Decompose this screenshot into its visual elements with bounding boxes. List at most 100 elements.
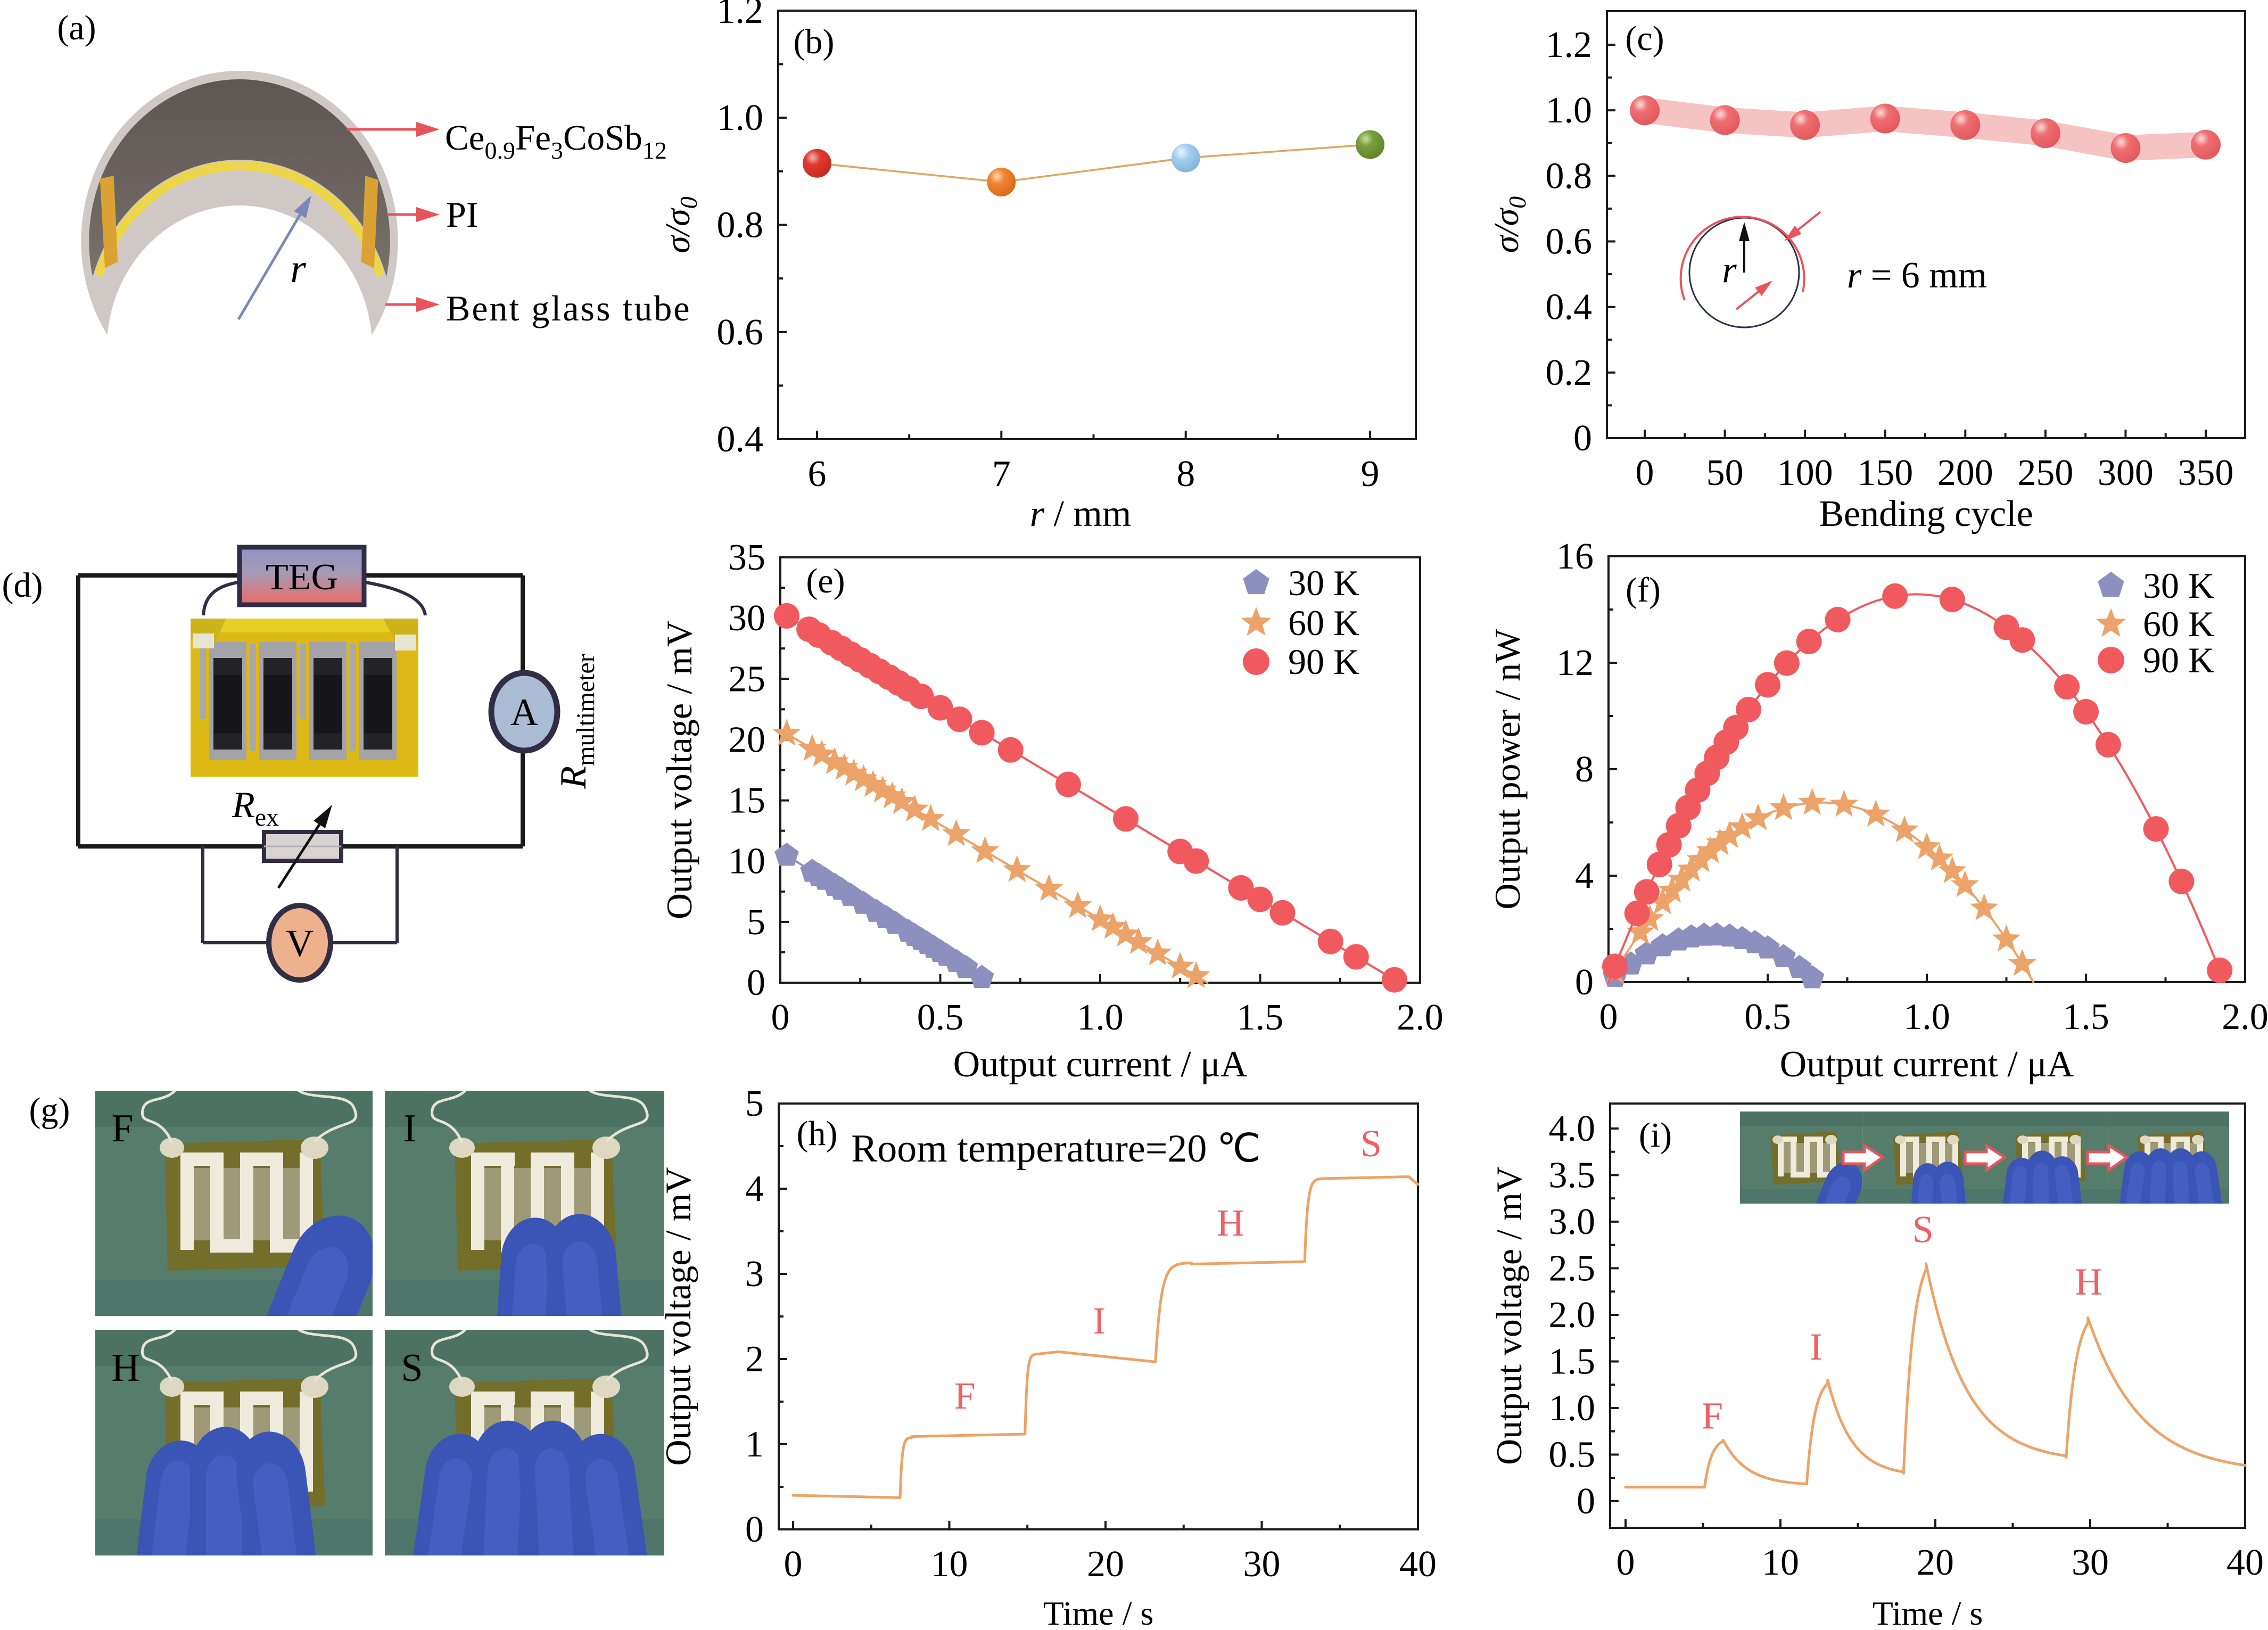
svg-text:0.8: 0.8 <box>717 205 764 246</box>
svg-text:90 K: 90 K <box>1288 641 1359 682</box>
svg-text:2.5: 2.5 <box>1549 1248 1596 1289</box>
svg-text:1.5: 1.5 <box>2063 997 2109 1038</box>
svg-text:4: 4 <box>745 1168 764 1209</box>
svg-text:5: 5 <box>747 902 765 943</box>
svg-text:6: 6 <box>808 454 827 495</box>
svg-text:F: F <box>111 1107 133 1150</box>
svg-text:3: 3 <box>745 1254 764 1295</box>
svg-text:Bent glass tube: Bent glass tube <box>446 288 691 328</box>
svg-text:r: r <box>290 246 306 291</box>
svg-text:40: 40 <box>1399 1544 1437 1585</box>
svg-text:2: 2 <box>745 1339 764 1380</box>
svg-text:0.6: 0.6 <box>1546 221 1593 262</box>
svg-text:0: 0 <box>747 962 765 1003</box>
svg-text:r = 6 mm: r = 6 mm <box>1847 255 1987 296</box>
svg-text:1.2: 1.2 <box>1546 24 1593 65</box>
svg-text:0.5: 0.5 <box>917 997 964 1038</box>
svg-text:Bending cycle: Bending cycle <box>1819 493 2033 534</box>
svg-text:10: 10 <box>728 841 765 882</box>
svg-text:TEG: TEG <box>266 557 338 598</box>
svg-text:1: 1 <box>745 1424 764 1465</box>
svg-text:350: 350 <box>2178 452 2234 493</box>
svg-text:0.5: 0.5 <box>1549 1435 1596 1476</box>
svg-text:1.0: 1.0 <box>1077 997 1124 1038</box>
svg-text:0: 0 <box>745 1509 764 1550</box>
svg-text:30 K: 30 K <box>2143 565 2214 606</box>
svg-text:S: S <box>1360 1122 1382 1165</box>
svg-text:Output current / μA: Output current / μA <box>1780 1044 2074 1085</box>
svg-text:I: I <box>403 1107 417 1150</box>
svg-text:0.2: 0.2 <box>1546 352 1593 393</box>
svg-text:Room temperature=20 ℃: Room temperature=20 ℃ <box>851 1127 1261 1171</box>
svg-text:(e): (e) <box>806 562 845 600</box>
svg-text:200: 200 <box>1937 452 1993 493</box>
svg-text:Ce0.9Fe3CoSb12: Ce0.9Fe3CoSb12 <box>445 118 667 164</box>
svg-text:10: 10 <box>1762 1542 1799 1583</box>
svg-text:1.2: 1.2 <box>717 0 764 31</box>
svg-text:30: 30 <box>1243 1544 1281 1585</box>
svg-text:1.0: 1.0 <box>1903 997 1950 1038</box>
svg-text:2.0: 2.0 <box>2222 997 2268 1038</box>
svg-text:(a): (a) <box>57 9 96 47</box>
svg-text:20: 20 <box>728 719 765 760</box>
svg-text:Output current / μA: Output current / μA <box>953 1044 1248 1085</box>
svg-text:I: I <box>1093 1299 1106 1342</box>
svg-text:50: 50 <box>1706 452 1744 493</box>
svg-text:3.0: 3.0 <box>1549 1201 1596 1242</box>
svg-text:H: H <box>2075 1260 2102 1303</box>
svg-text:5: 5 <box>745 1083 764 1124</box>
svg-text:25: 25 <box>728 658 765 699</box>
svg-text:(h): (h) <box>797 1114 838 1153</box>
svg-text:150: 150 <box>1857 452 1913 493</box>
svg-text:(i): (i) <box>1639 1116 1672 1155</box>
svg-text:20: 20 <box>1917 1542 1954 1583</box>
svg-text:Rmultimeter: Rmultimeter <box>553 654 600 789</box>
svg-text:(g): (g) <box>29 1091 70 1130</box>
svg-text:0: 0 <box>1617 1542 1635 1583</box>
svg-text:30 K: 30 K <box>1288 563 1359 603</box>
svg-text:F: F <box>954 1374 976 1417</box>
svg-text:60 K: 60 K <box>2143 604 2214 644</box>
svg-text:0.5: 0.5 <box>1744 997 1791 1038</box>
svg-text:0.4: 0.4 <box>717 419 764 460</box>
svg-text:Time / s: Time / s <box>1043 1594 1154 1630</box>
svg-text:20: 20 <box>1087 1544 1124 1585</box>
svg-text:30: 30 <box>2072 1542 2109 1583</box>
svg-text:40: 40 <box>2226 1542 2264 1583</box>
svg-text:1.0: 1.0 <box>1549 1388 1596 1429</box>
svg-text:(d): (d) <box>2 566 43 605</box>
svg-text:30: 30 <box>728 598 765 639</box>
svg-text:3.5: 3.5 <box>1549 1155 1596 1196</box>
svg-text:16: 16 <box>1556 536 1594 577</box>
svg-text:0: 0 <box>784 1544 803 1585</box>
svg-text:0.4: 0.4 <box>1546 287 1593 328</box>
svg-text:0: 0 <box>1573 418 1592 459</box>
svg-text:0: 0 <box>771 997 790 1038</box>
svg-text:0: 0 <box>1636 452 1654 493</box>
svg-text:4: 4 <box>1575 855 1594 896</box>
svg-text:Output voltage / mV: Output voltage / mV <box>659 621 699 919</box>
svg-text:r: r <box>1722 250 1737 291</box>
svg-text:0.6: 0.6 <box>717 312 764 353</box>
svg-text:60 K: 60 K <box>1288 603 1359 643</box>
svg-text:Output voltage / mV: Output voltage / mV <box>1489 1166 1529 1465</box>
svg-text:7: 7 <box>992 454 1011 495</box>
svg-text:0: 0 <box>1575 962 1594 1003</box>
svg-text:1.0: 1.0 <box>1546 90 1593 131</box>
svg-text:1.5: 1.5 <box>1237 997 1284 1038</box>
svg-text:90 K: 90 K <box>2143 640 2214 680</box>
svg-text:15: 15 <box>728 780 765 821</box>
svg-text:r / mm: r / mm <box>1030 493 1132 534</box>
svg-text:(c): (c) <box>1625 19 1664 58</box>
svg-text:F: F <box>1702 1395 1723 1437</box>
svg-text:12: 12 <box>1556 643 1594 684</box>
svg-text:Time / s: Time / s <box>1873 1594 1983 1630</box>
svg-text:S: S <box>401 1346 423 1390</box>
svg-text:A: A <box>510 691 538 734</box>
svg-text:PI: PI <box>446 194 478 235</box>
svg-text:I: I <box>1810 1326 1822 1368</box>
svg-text:35: 35 <box>728 537 765 578</box>
svg-text:0: 0 <box>1577 1481 1595 1522</box>
svg-text:300: 300 <box>2098 452 2154 493</box>
svg-text:Output voltage / mV: Output voltage / mV <box>658 1167 698 1466</box>
